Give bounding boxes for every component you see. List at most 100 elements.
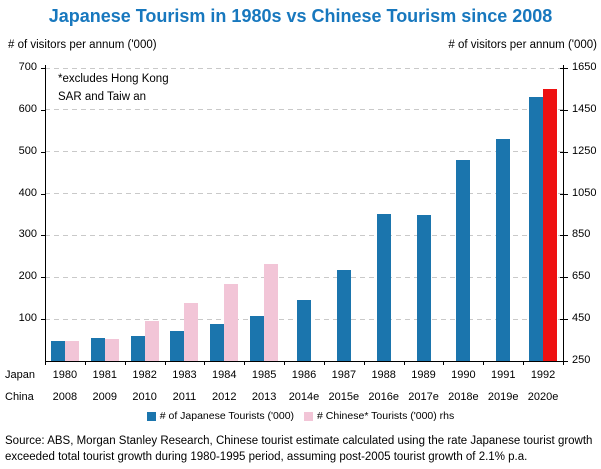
right-axis-tick	[560, 68, 568, 69]
right-axis-tick-label: 1050	[572, 186, 597, 199]
left-axis-tick	[41, 319, 45, 321]
bar-japanese-1991	[496, 139, 511, 361]
legend-label-japanese: # of Japanese Tourists ('000)	[159, 410, 295, 422]
x-axis-tick	[45, 361, 46, 365]
x-axis-tick	[164, 361, 166, 365]
right-axis-tick	[560, 235, 568, 237]
x-axis-tick	[363, 361, 365, 365]
x-label-2009: 2009	[92, 391, 117, 403]
bar-chinese-2010	[144, 321, 159, 361]
x-axis-tick	[244, 361, 246, 365]
x-label-2016e: 2016e	[368, 391, 399, 403]
right-axis-tick	[560, 277, 568, 279]
gridline	[45, 193, 563, 195]
right-axis-title: # of visitors per annum ('000)	[448, 39, 597, 51]
x-axis-tick	[523, 361, 525, 365]
x-label-1982: 1982	[132, 369, 157, 381]
left-axis-tick-label: 600	[18, 102, 37, 115]
x-label-1989: 1989	[411, 369, 436, 381]
x-axis-tick	[443, 361, 445, 365]
legend-item-japanese: # of Japanese Tourists ('000)	[146, 410, 295, 422]
x-label-2019e: 2019e	[487, 391, 519, 403]
legend: # of Japanese Tourists ('000) # Chinese*…	[0, 410, 601, 422]
bar-japanese-1986	[297, 300, 311, 361]
left-axis-tick	[41, 68, 45, 69]
x-label-2020e: 2020e	[527, 391, 559, 403]
x-axis-tick	[124, 361, 126, 365]
legend-item-chinese: # Chinese* Tourists ('000) rhs	[304, 410, 454, 422]
x-label-1987: 1987	[331, 369, 357, 381]
left-axis-tick	[41, 277, 45, 279]
x-label-1986: 1986	[291, 369, 317, 381]
axis-row-label-china: China	[5, 391, 34, 403]
left-axis-tick-label: 200	[18, 270, 37, 283]
x-axis-tick	[204, 361, 206, 365]
left-axis-tick-label: 700	[18, 61, 37, 73]
axis-row-label-japan: Japan	[5, 369, 35, 381]
x-axis-tick	[284, 361, 286, 365]
bar-chinese-2020e	[543, 88, 558, 361]
gridline	[45, 109, 563, 111]
left-axis-tick-label: 300	[18, 228, 37, 241]
right-axis-tick-label: 450	[572, 312, 591, 325]
right-axis-tick	[560, 151, 568, 153]
bar-japanese-1990	[456, 160, 471, 361]
page-title: Japanese Tourism in 1980s vs Chinese Tou…	[48, 6, 553, 26]
annotation-line-2: SAR and Taiw an	[58, 91, 147, 103]
x-label-2018e: 2018e	[448, 391, 479, 403]
right-axis-line	[563, 65, 564, 362]
x-axis-tick	[563, 361, 564, 365]
left-axis-tick	[41, 151, 45, 153]
left-axis-tick-label: 100	[18, 312, 37, 325]
x-label-1983: 1983	[172, 369, 197, 381]
bar-japanese-1987	[336, 270, 351, 361]
left-axis-tick-label: 500	[18, 144, 37, 157]
bar-japanese-1988	[376, 213, 391, 361]
right-axis-tick-label: 1250	[572, 144, 597, 157]
x-label-2010: 2010	[132, 391, 157, 403]
bottom-axis-line	[45, 361, 564, 362]
bar-chinese-2008	[64, 341, 79, 361]
left-axis-line	[45, 65, 46, 362]
x-label-1981: 1981	[92, 369, 117, 381]
left-axis-tick	[41, 193, 45, 195]
bar-japanese-1984	[210, 324, 225, 361]
bar-chinese-2009	[104, 339, 119, 361]
gridline	[45, 234, 563, 236]
x-label-1985: 1985	[251, 369, 277, 381]
right-axis-tick-label: 1450	[572, 102, 597, 115]
x-label-2013: 2013	[251, 391, 277, 403]
x-label-1988: 1988	[371, 369, 396, 381]
japanese-series-swatch	[146, 411, 156, 421]
x-label-2017e: 2017e	[408, 391, 439, 403]
bar-japanese-1981	[90, 337, 105, 361]
bar-japanese-1983	[170, 330, 185, 361]
right-axis-tick-label: 1650	[572, 61, 597, 73]
x-label-2015e: 2015e	[328, 391, 360, 403]
x-axis-tick	[323, 361, 325, 365]
x-label-1984: 1984	[212, 369, 237, 381]
legend-label-chinese: # Chinese* Tourists ('000) rhs	[317, 410, 455, 422]
right-axis-tick	[560, 361, 568, 362]
right-axis-tick-label: 250	[572, 354, 591, 366]
x-axis-tick	[403, 361, 405, 365]
chart-annotation: *excludes Hong Kong SAR and Taiw an	[58, 70, 169, 106]
x-label-1991: 1991	[490, 369, 516, 381]
x-axis-tick	[84, 361, 86, 365]
x-axis-tick	[483, 361, 485, 365]
left-axis-tick	[41, 235, 45, 237]
right-axis-tick	[560, 319, 568, 321]
bar-chinese-2012	[224, 283, 239, 361]
gridline	[45, 276, 563, 278]
source-note: Source: ABS, Morgan Stanley Research, Ch…	[5, 435, 593, 463]
bar-japanese-1980	[50, 340, 65, 361]
annotation-line-1: *excludes Hong Kong	[58, 73, 169, 85]
x-label-2014e: 2014e	[288, 391, 320, 403]
x-label-2008: 2008	[52, 391, 78, 403]
right-axis-tick-label: 650	[572, 270, 591, 283]
bar-japanese-1982	[130, 335, 145, 361]
bar-chinese-2013	[264, 263, 279, 361]
right-axis-tick	[560, 109, 568, 111]
